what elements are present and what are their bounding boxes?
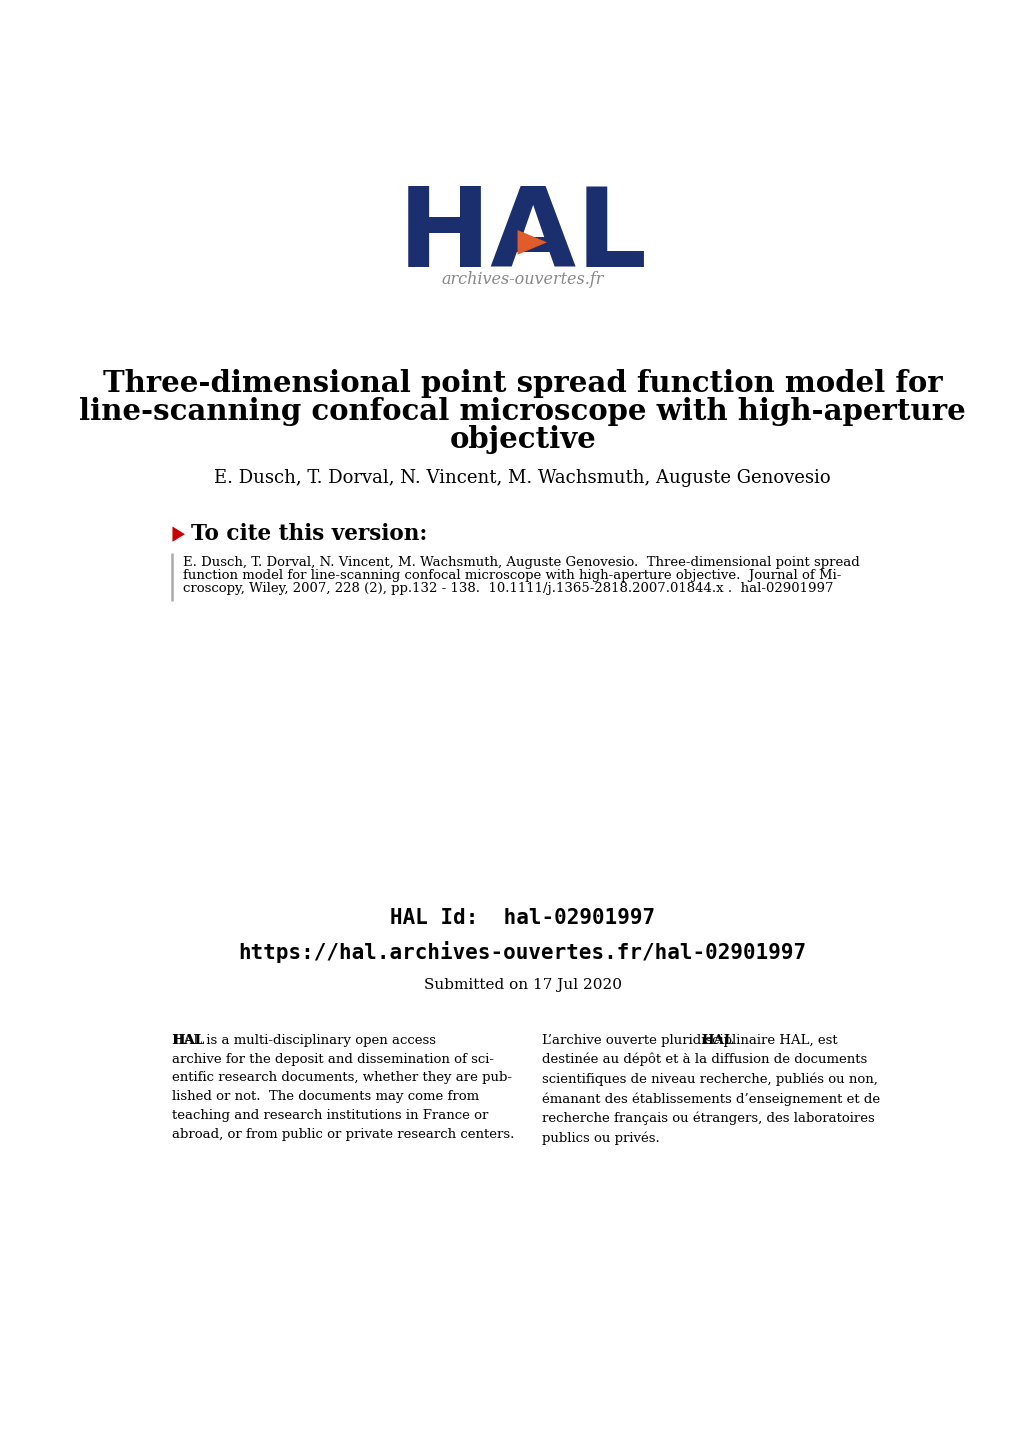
Text: Submitted on 17 Jul 2020: Submitted on 17 Jul 2020 — [423, 978, 622, 992]
Text: https://hal.archives-ouvertes.fr/hal-02901997: https://hal.archives-ouvertes.fr/hal-029… — [238, 940, 806, 963]
Text: HAL Id:  hal-02901997: HAL Id: hal-02901997 — [390, 908, 654, 929]
Text: HAL: HAL — [172, 1034, 205, 1047]
Text: L’archive ouverte pluridisciplinaire HAL, est
destinée au dépôt et à la diffusio: L’archive ouverte pluridisciplinaire HAL… — [541, 1034, 879, 1145]
Text: HAL is a multi-disciplinary open access
archive for the deposit and disseminatio: HAL is a multi-disciplinary open access … — [172, 1034, 515, 1141]
Text: archives-ouvertes.fr: archives-ouvertes.fr — [441, 271, 603, 288]
Polygon shape — [517, 231, 546, 255]
Text: function model for line-scanning confocal microscope with high-aperture objectiv: function model for line-scanning confoca… — [183, 568, 841, 581]
Text: croscopy, Wiley, 2007, 228 (2), pp.132 - 138.  10.1111/j.1365-2818.2007.01844.x : croscopy, Wiley, 2007, 228 (2), pp.132 -… — [183, 583, 833, 596]
Text: Three-dimensional point spread function model for: Three-dimensional point spread function … — [103, 369, 942, 398]
Text: line-scanning confocal microscope with high-aperture: line-scanning confocal microscope with h… — [79, 397, 965, 425]
Text: E. Dusch, T. Dorval, N. Vincent, M. Wachsmuth, Auguste Genovesio: E. Dusch, T. Dorval, N. Vincent, M. Wach… — [214, 470, 830, 487]
Text: To cite this version:: To cite this version: — [191, 523, 427, 545]
Text: E. Dusch, T. Dorval, N. Vincent, M. Wachsmuth, Auguste Genovesio.  Three-dimensi: E. Dusch, T. Dorval, N. Vincent, M. Wach… — [183, 555, 859, 568]
Text: HAL: HAL — [397, 183, 647, 290]
Text: HAL: HAL — [701, 1034, 733, 1047]
Polygon shape — [172, 526, 184, 542]
Text: objective: objective — [449, 425, 595, 454]
